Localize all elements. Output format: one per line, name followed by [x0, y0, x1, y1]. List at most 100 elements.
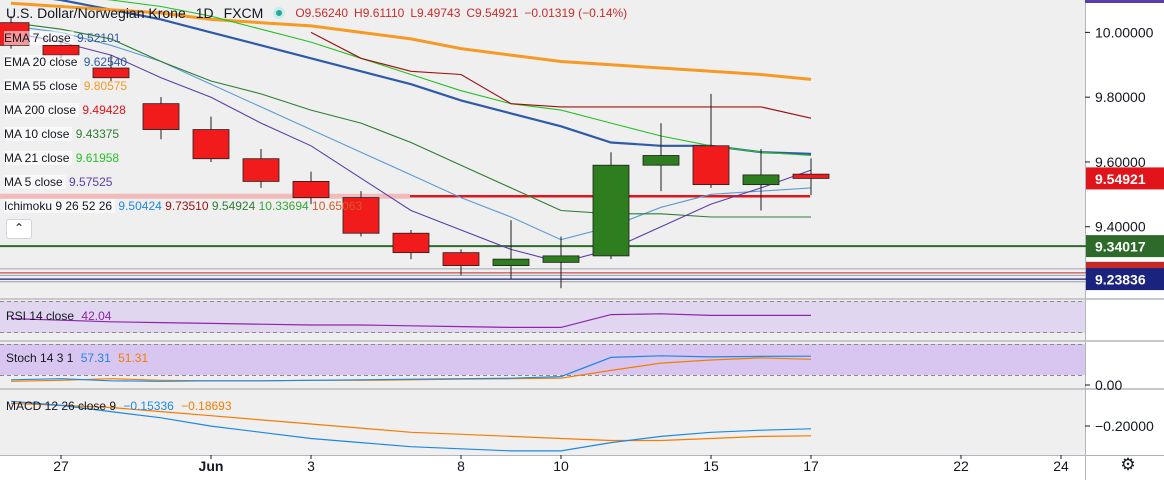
legend-value: 9.57525	[69, 175, 113, 189]
macd-signal-value: −0.18693	[181, 399, 232, 413]
candle-body	[92, 67, 130, 79]
legend-value: 9.73510	[165, 199, 209, 213]
legend-value: 9.52101	[77, 31, 121, 45]
chart-header: U.S. Dollar/Norwegian Krone 1D FXCM O9.5…	[6, 3, 627, 23]
market-status-icon	[273, 7, 286, 19]
candle-body	[792, 173, 830, 179]
stoch-k-line	[10, 355, 812, 382]
candle-body	[192, 129, 230, 160]
legend-name: MA 5 close	[4, 175, 66, 189]
overlay-line	[10, 31, 812, 263]
legend-value: 10.65063	[312, 199, 363, 213]
price-label: 9.54921	[1095, 171, 1146, 187]
legend-name: MA 10 close	[4, 127, 73, 141]
ohlc-low: L9.49743	[410, 6, 461, 20]
time-tick-label: 27	[53, 458, 69, 474]
stoch-d-value: 51.31	[118, 351, 149, 365]
price-label-bg	[1086, 235, 1164, 258]
stoch-k-value: 57.31	[80, 351, 111, 365]
time-tick-label: 10	[553, 458, 569, 474]
indicator-lines	[10, 313, 812, 452]
candle-body	[392, 232, 430, 254]
horizontal-levels	[0, 193, 1164, 283]
chevron-up-icon: ⌃	[13, 221, 25, 235]
rsi-label: RSI 14 close	[6, 309, 75, 323]
legend-ema55[interactable]: EMA 55 close 9.80575	[4, 74, 362, 98]
legend-value: 9.61958	[75, 151, 120, 165]
legend-name: MA 21 close	[4, 151, 73, 165]
symbol-title[interactable]: U.S. Dollar/Norwegian Krone	[6, 5, 186, 21]
overlay-line	[52, 0, 812, 155]
plot-background	[0, 0, 1085, 455]
time-tick-label: 22	[953, 458, 969, 474]
legend-value: 9.54924	[211, 199, 256, 213]
candle-body	[242, 158, 280, 182]
rsi-value: 42.04	[81, 309, 112, 323]
rsi-band	[0, 301, 1085, 333]
axes: 10.00000 9.80000 9.60000 9.40000 9.54921 9.34…	[53, 24, 1164, 474]
candle-body	[292, 180, 330, 198]
legend-name: MA 200 close	[4, 103, 80, 117]
macd-value: −0.15336	[123, 399, 174, 413]
legend-name: EMA 55 close	[4, 79, 81, 93]
legend-ma21[interactable]: MA 21 close 9.61958	[4, 146, 362, 170]
price-label: 9.23836	[1095, 272, 1146, 288]
ohlc-high: H9.61110	[354, 6, 405, 20]
ohlc-close: C9.54921	[466, 6, 519, 20]
legend-value: 9.50424	[118, 199, 162, 213]
gear-icon[interactable]: ⚙	[1120, 455, 1136, 474]
price-label-bg	[1086, 268, 1164, 291]
candle-body	[742, 174, 780, 186]
macd-tick-label: −0.20000	[1095, 418, 1154, 434]
legend-ichimoku[interactable]: Ichimoku 9 26 52 26 9.50424 9.73510 9.54…	[4, 194, 362, 218]
time-tick-label: 17	[803, 458, 819, 474]
stoch-legend[interactable]: Stoch 14 3 1 57.31 51.31	[6, 351, 148, 365]
legend-ema7[interactable]: EMA 7 close 9.52101	[4, 26, 362, 50]
legend-name: EMA 20 close	[4, 55, 81, 69]
candle-body	[642, 155, 680, 166]
overlay-line	[106, 0, 812, 157]
price-tick-label: 9.80000	[1095, 89, 1146, 105]
candle-body	[142, 103, 180, 130]
legend-ma10[interactable]: MA 10 close 9.43375	[4, 122, 362, 146]
price-tick-label: 10.00000	[1095, 24, 1154, 40]
overlay-line	[10, 1, 812, 81]
legend-value: 9.80575	[83, 79, 128, 93]
candle-body	[442, 252, 480, 267]
legend-ema20[interactable]: EMA 20 close 9.62540	[4, 50, 362, 74]
price-label-bg	[1086, 167, 1164, 190]
price-tick-label: 9.60000	[1095, 154, 1146, 170]
legend-value: 10.33694	[258, 199, 309, 213]
price-tick-label: 9.40000	[1095, 219, 1146, 235]
rsi-legend[interactable]: RSI 14 close 42.04	[6, 309, 111, 323]
stoch-label: Stoch 14 3 1	[6, 351, 74, 365]
candle-body	[542, 255, 580, 263]
legend-ma5[interactable]: MA 5 close 9.57525	[4, 170, 362, 194]
time-tick-label: 24	[1053, 458, 1069, 474]
macd-line	[10, 400, 812, 452]
time-tick-label: 8	[457, 458, 465, 474]
candle-body	[692, 145, 730, 186]
legend-ma200[interactable]: MA 200 close 9.49428	[4, 98, 362, 122]
time-tick-label: 15	[703, 458, 719, 474]
ohlc-change: −0.01319 (−0.14%)	[524, 6, 628, 20]
macd-label: MACD 12 26 close 9	[6, 399, 117, 413]
time-tick-label: Jun	[199, 458, 224, 474]
time-tick-label: 3	[307, 458, 315, 474]
moving-average-lines	[10, 0, 812, 263]
overlay-line	[310, 31, 812, 119]
rsi-line	[10, 313, 811, 328]
overlay-line	[10, 25, 812, 241]
candle-body	[592, 164, 630, 257]
stoch-band	[0, 344, 1085, 375]
legend-name: Ichimoku 9 26 52 26	[4, 199, 116, 213]
indicator-legend: EMA 7 close 9.52101 EMA 20 close 9.62540…	[4, 26, 362, 218]
legend-value: 9.43375	[75, 127, 120, 141]
macd-legend[interactable]: MACD 12 26 close 9 −0.15336 −0.18693	[6, 399, 232, 413]
collapse-legend-button[interactable]: ⌃	[6, 219, 32, 239]
interval-label[interactable]: 1D	[195, 5, 214, 21]
stoch-tick-label: 0.00	[1095, 377, 1122, 393]
candle-body	[342, 197, 380, 234]
